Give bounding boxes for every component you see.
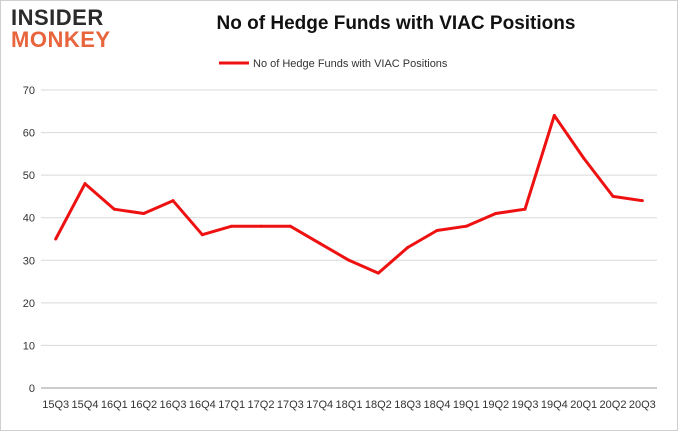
y-tick-label: 50 <box>23 170 35 182</box>
data-point <box>611 194 615 198</box>
data-point <box>171 199 175 203</box>
x-tick-label: 19Q2 <box>482 399 509 411</box>
x-axis-ticks: 15Q3 15Q4 16Q1 16Q2 16Q3 16Q4 17Q1 17Q2 17Q3 17Q4… <box>42 399 656 411</box>
x-tick-label: 16Q1 <box>101 399 128 411</box>
x-tick-label: 19Q1 <box>453 399 480 411</box>
y-tick-label: 10 <box>23 340 35 352</box>
series-line-0 <box>54 114 643 275</box>
x-tick-label: 16Q4 <box>189 399 216 411</box>
logo-text-bottom: MONKEY <box>11 27 111 52</box>
x-tick-label: 20Q2 <box>600 399 627 411</box>
data-point <box>83 182 87 186</box>
y-tick-label: 20 <box>23 298 35 310</box>
data-point <box>288 224 292 228</box>
data-point <box>464 224 468 228</box>
data-point <box>435 228 439 232</box>
data-point <box>494 211 498 215</box>
legend-label: No of Hedge Funds with VIAC Positions <box>253 58 448 70</box>
data-point <box>640 199 644 203</box>
x-tick-label: 16Q3 <box>160 399 187 411</box>
x-tick-label: 17Q4 <box>306 399 333 411</box>
legend: No of Hedge Funds with VIAC Positions <box>219 58 448 70</box>
y-tick-label: 60 <box>23 128 35 140</box>
x-tick-label: 20Q1 <box>570 399 597 411</box>
x-tick-label: 18Q4 <box>424 399 451 411</box>
y-axis-ticks: 0 10 20 30 40 50 60 70 <box>23 85 35 395</box>
data-point <box>230 224 234 228</box>
data-point <box>552 114 556 118</box>
x-tick-label: 19Q3 <box>512 399 539 411</box>
data-point <box>406 246 410 250</box>
x-tick-label: 16Q2 <box>130 399 157 411</box>
x-tick-label: 18Q2 <box>365 399 392 411</box>
x-tick-label: 17Q2 <box>248 399 275 411</box>
y-tick-label: 0 <box>29 383 35 395</box>
data-point <box>318 241 322 245</box>
y-tick-label: 40 <box>23 213 35 225</box>
data-point <box>347 258 351 262</box>
data-point <box>142 211 146 215</box>
x-tick-label: 17Q3 <box>277 399 304 411</box>
x-tick-label: 18Q3 <box>394 399 421 411</box>
x-tick-label: 17Q1 <box>218 399 245 411</box>
x-tick-label: 19Q4 <box>541 399 568 411</box>
x-tick-label: 20Q3 <box>629 399 656 411</box>
data-point <box>376 271 380 275</box>
data-point <box>523 207 527 211</box>
y-tick-label: 30 <box>23 255 35 267</box>
chart-title: No of Hedge Funds with VIAC Positions <box>216 13 576 34</box>
data-point <box>259 224 263 228</box>
insider-monkey-logo: INSIDER MONKEY <box>11 7 131 51</box>
series-layer <box>54 114 644 275</box>
grid-lines <box>41 89 657 389</box>
data-point <box>112 207 116 211</box>
data-point <box>200 233 204 237</box>
x-tick-label: 18Q1 <box>336 399 363 411</box>
x-tick-label: 15Q3 <box>42 399 69 411</box>
logo-text-top: INSIDER <box>11 5 104 30</box>
data-point <box>582 156 586 160</box>
x-tick-label: 15Q4 <box>72 399 99 411</box>
y-tick-label: 70 <box>23 85 35 97</box>
data-point <box>54 237 58 241</box>
